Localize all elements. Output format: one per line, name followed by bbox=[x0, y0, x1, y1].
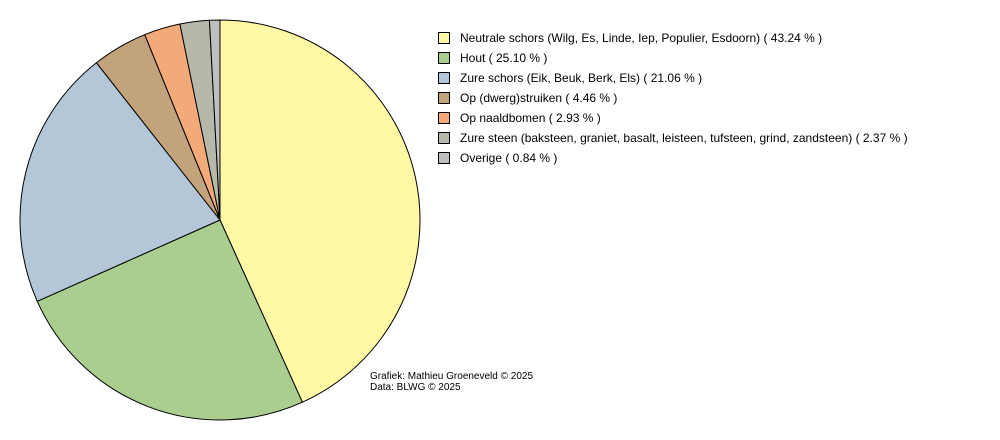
legend-label: Op naaldbomen ( 2.93 % ) bbox=[460, 111, 601, 125]
legend-label: Neutrale schors (Wilg, Es, Linde, Iep, P… bbox=[460, 31, 823, 45]
legend-item-5: Zure steen (baksteen, graniet, basalt, l… bbox=[438, 128, 908, 148]
credit-graphic: Grafiek: Mathieu Groeneveld © 2025 bbox=[370, 371, 534, 382]
legend-label: Overige ( 0.84 % ) bbox=[460, 151, 558, 165]
credit-data: Data: BLWG © 2025 bbox=[370, 382, 461, 393]
legend-item-3: Op (dwerg)struiken ( 4.46 % ) bbox=[438, 88, 908, 108]
legend-label: Zure schors (Eik, Beuk, Berk, Els) ( 21.… bbox=[460, 71, 703, 85]
pie-slice-2 bbox=[19, 62, 221, 302]
legend-label: Hout ( 25.10 % ) bbox=[460, 51, 548, 65]
chart-credits: Grafiek: Mathieu Groeneveld © 2025 Data:… bbox=[370, 371, 533, 393]
pie-slice-0 bbox=[219, 19, 421, 403]
legend-swatch bbox=[438, 112, 450, 124]
legend-item-4: Op naaldbomen ( 2.93 % ) bbox=[438, 108, 908, 128]
pie-slice-1 bbox=[36, 219, 303, 421]
legend-swatch bbox=[438, 152, 450, 164]
legend-swatch bbox=[438, 92, 450, 104]
legend-item-0: Neutrale schors (Wilg, Es, Linde, Iep, P… bbox=[438, 28, 908, 48]
legend-label: Zure steen (baksteen, graniet, basalt, l… bbox=[460, 131, 908, 145]
legend-swatch bbox=[438, 132, 450, 144]
legend-swatch bbox=[438, 32, 450, 44]
pie-chart bbox=[19, 19, 421, 421]
legend-item-2: Zure schors (Eik, Beuk, Berk, Els) ( 21.… bbox=[438, 68, 908, 88]
legend-item-1: Hout ( 25.10 % ) bbox=[438, 48, 908, 68]
chart-legend: Neutrale schors (Wilg, Es, Linde, Iep, P… bbox=[438, 28, 908, 168]
pie-slice-6 bbox=[208, 19, 221, 221]
legend-item-6: Overige ( 0.84 % ) bbox=[438, 148, 908, 168]
legend-swatch bbox=[438, 72, 450, 84]
legend-label: Op (dwerg)struiken ( 4.46 % ) bbox=[460, 91, 618, 105]
legend-swatch bbox=[438, 52, 450, 64]
